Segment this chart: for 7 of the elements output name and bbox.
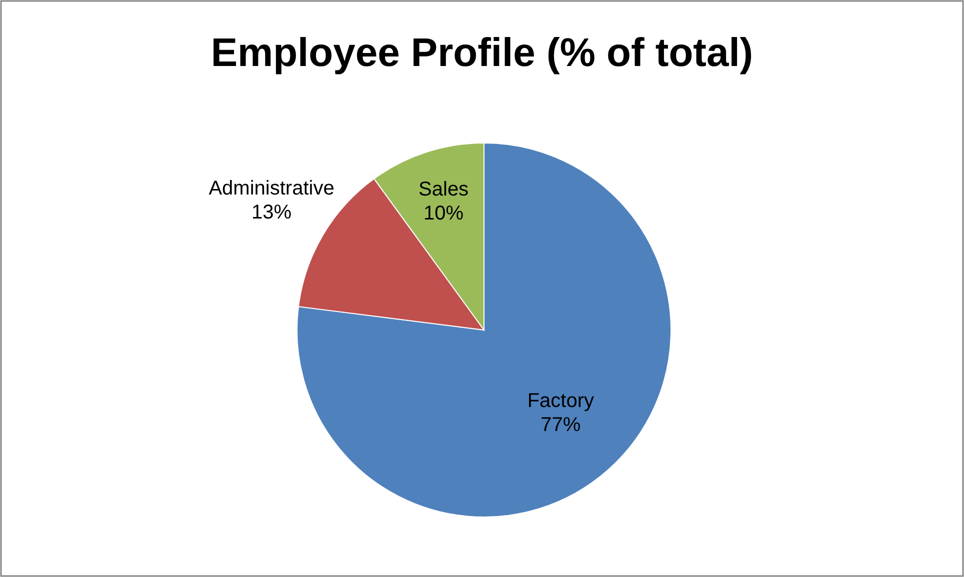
slice-label: Factory — [527, 390, 594, 412]
chart-title: Employee Profile (% of total) — [210, 31, 754, 75]
data-label: 77% — [540, 414, 581, 436]
slice-label: Sales — [418, 178, 469, 201]
data-label: 13% — [252, 201, 292, 224]
slice-label: Administrative — [208, 177, 334, 200]
data-label: 10% — [424, 202, 464, 225]
